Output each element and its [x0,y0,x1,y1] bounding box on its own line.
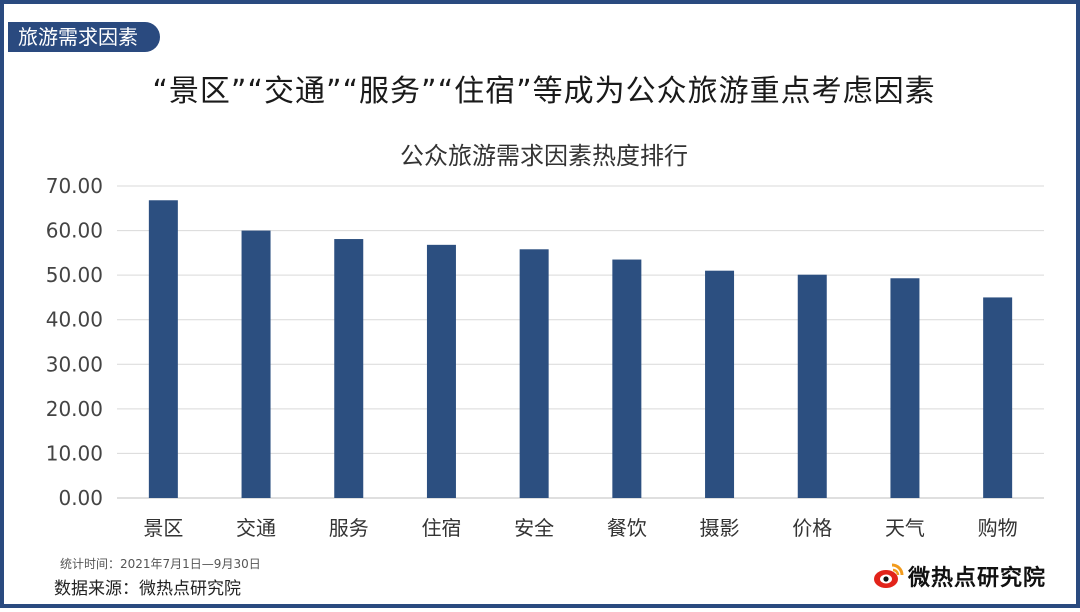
data-source: 数据来源：微热点研究院 [54,579,241,599]
y-tick-label: 50.00 [46,263,103,287]
bar [148,200,178,498]
bar [797,274,827,498]
y-tick-label: 60.00 [46,219,103,243]
y-tick-label: 10.00 [46,441,103,465]
section-tag: 旅游需求因素 [8,22,160,52]
bar [426,244,456,498]
bar [241,230,271,499]
bar-chart: 公众旅游需求因素热度排行 0.00 10.00 20.00 30.00 40.00 50.0… [46,142,1044,540]
x-tick-label: 摄影 [700,516,740,540]
bar [612,259,642,498]
x-tick-label: 住宿 [421,516,461,540]
y-tick-label: 40.00 [46,308,103,332]
bar [519,249,549,498]
statistics-period: 统计时间：2021年7月1日—9月30日 [60,557,261,571]
y-tick-label: 0.00 [58,486,103,510]
x-tick-label: 餐饮 [607,516,647,540]
headline: “景区”“交通”“服务”“住宿”等成为公众旅游重点考虑因素 [152,74,936,109]
y-tick-label: 30.00 [46,352,103,376]
x-tick-label: 交通 [236,516,276,540]
x-tick-label: 景区 [143,516,183,540]
bar [890,278,920,498]
x-tick-label: 购物 [978,516,1018,540]
bar [983,297,1013,498]
y-tick-label: 70.00 [46,174,103,198]
y-tick-label: 20.00 [46,397,103,421]
x-tick-label: 安全 [514,516,554,540]
bar [705,270,735,498]
brand-mark: 微热点研究院 [872,560,1046,592]
brand-name: 微热点研究院 [907,566,1046,591]
x-tick-label: 服务 [329,516,369,540]
chart-title: 公众旅游需求因素热度排行 [400,142,688,170]
bar [334,239,364,499]
x-tick-label: 价格 [792,516,832,540]
weibo-eye-logo-icon [873,563,904,588]
x-tick-label: 天气 [885,516,925,540]
